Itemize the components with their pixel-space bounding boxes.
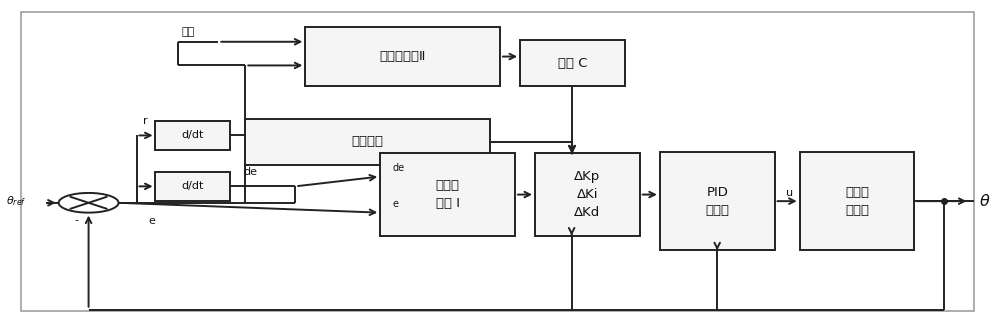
Text: e: e	[392, 199, 398, 210]
Bar	[535, 153, 640, 236]
Bar	[305, 27, 500, 86]
Bar	[800, 152, 914, 250]
Text: d/dt: d/dt	[182, 130, 204, 141]
Text: de: de	[243, 167, 257, 177]
Text: r: r	[143, 115, 148, 126]
Text: e: e	[148, 216, 155, 226]
Bar	[380, 153, 515, 236]
Text: -: -	[75, 215, 79, 225]
Text: 模糊控
制器 Ⅰ: 模糊控 制器 Ⅰ	[436, 179, 460, 210]
Bar	[155, 121, 230, 150]
Text: 分形因子: 分形因子	[352, 136, 384, 148]
Bar	[245, 119, 490, 165]
Text: ΔKp
ΔKi
ΔKd: ΔKp ΔKi ΔKd	[574, 170, 601, 219]
Text: 空速: 空速	[182, 27, 195, 37]
Text: $\theta$: $\theta$	[979, 193, 991, 209]
Text: 尾坐式
飞行器: 尾坐式 飞行器	[845, 186, 869, 217]
Text: u: u	[786, 188, 793, 198]
Text: d/dt: d/dt	[182, 182, 204, 191]
Text: $\theta_{ref}$: $\theta_{ref}$	[6, 194, 26, 208]
Text: 模糊控制器Ⅱ: 模糊控制器Ⅱ	[379, 50, 426, 63]
Bar	[660, 152, 775, 250]
Bar	[520, 40, 625, 86]
Text: de: de	[392, 163, 404, 173]
Text: PID
控制器: PID 控制器	[705, 186, 729, 217]
Bar	[155, 172, 230, 201]
Text: 增益 C: 增益 C	[558, 57, 587, 70]
